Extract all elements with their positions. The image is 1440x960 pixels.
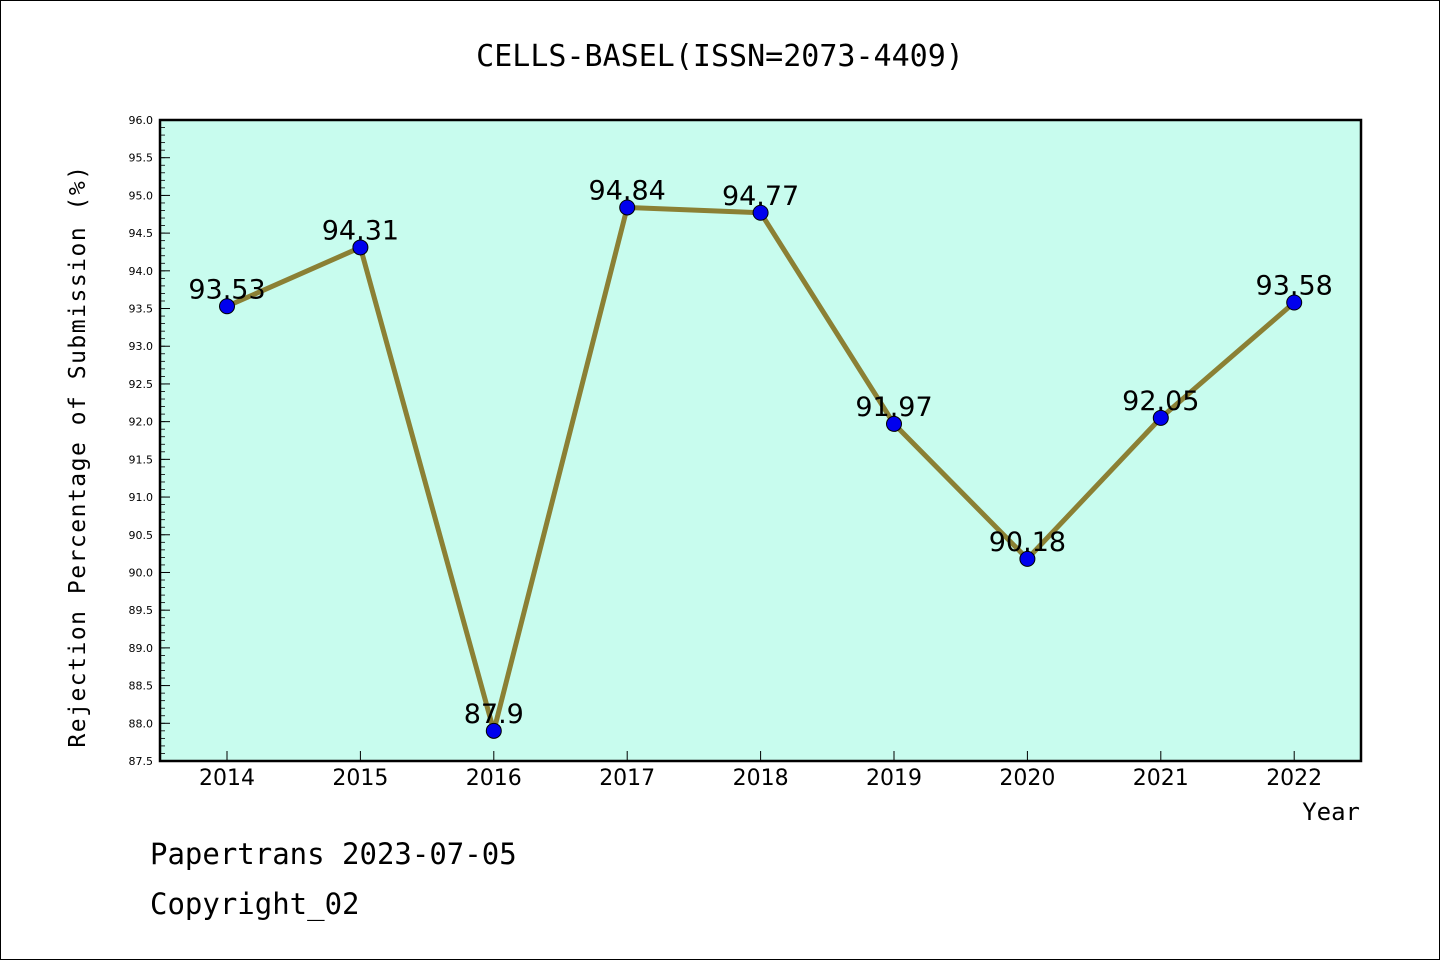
data-label: 91.97 [855,392,932,423]
footer-date: Papertrans 2023-07-05 [150,837,517,871]
x-tick-label: 2021 [1133,766,1189,791]
y-tick-label: 91.0 [129,491,154,504]
data-label: 94.31 [322,215,399,246]
data-point [219,298,235,315]
footer-copyright: Copyright_02 [150,887,360,922]
x-tick-label: 2014 [199,766,255,791]
y-tick-label: 93.5 [129,303,154,316]
y-tick-label: 89.5 [129,604,154,617]
x-tick-label: 2019 [866,766,922,791]
y-tick-label: 94.0 [129,265,154,278]
x-tick-label: 2018 [733,766,789,791]
data-label: 87.9 [464,699,524,730]
x-tick-label: 2016 [466,766,522,791]
y-tick-label: 94.5 [129,227,154,240]
y-tick-label: 95.0 [129,189,154,202]
data-point [752,204,769,221]
data-point [1019,550,1036,567]
data-point [886,415,902,432]
x-tick-label: 2017 [599,766,655,791]
y-axis-label: Rejection Percentage of Submission (%) [65,164,91,747]
data-label: 93.53 [188,274,265,305]
y-tick-label: 92.0 [129,416,154,429]
data-label: 94.77 [722,181,799,212]
y-tick-label: 95.5 [129,152,154,165]
x-tick-label: 2022 [1266,766,1322,791]
data-point [352,239,369,256]
y-tick-label: 88.5 [129,680,154,693]
y-tick-label: 90.5 [129,529,154,542]
data-label: 92.05 [1122,386,1199,417]
y-axis: 87.5 88.0 88.5 89.0 89.5 90.0 90.5 91.0 91.5 92.0… [129,114,170,768]
y-tick-label: 87.5 [129,755,154,768]
chart-title: CELLS-BASEL(ISSN=2073-4409) [476,39,964,74]
data-label: 94.84 [589,175,666,206]
x-axis-label: Year [1302,798,1360,826]
data-point [619,199,636,216]
data-labels: 93.53 94.31 87.9 94.84 94.77 91.97 90.18 92.05 9… [188,175,1332,729]
x-tick-label: 2015 [332,766,388,791]
plot-area [158,118,1363,763]
x-tick-label: 2020 [999,766,1055,791]
x-axis: 2014 2015 2016 2017 2018 2019 2020 2021 2022 [199,751,1322,791]
y-tick-label: 91.5 [129,453,154,466]
data-points [219,199,1303,739]
y-tick-label: 88.0 [129,717,154,730]
y-tick-label: 93.0 [129,340,154,353]
data-point [1152,409,1169,426]
y-tick-label: 92.5 [129,378,154,391]
data-point [1286,294,1303,311]
data-label: 93.58 [1256,270,1333,301]
y-tick-label: 90.0 [129,566,154,579]
y-tick-label: 96.0 [129,114,154,127]
data-point [485,722,502,739]
y-tick-label: 89.0 [129,642,154,655]
data-label: 90.18 [989,527,1066,558]
